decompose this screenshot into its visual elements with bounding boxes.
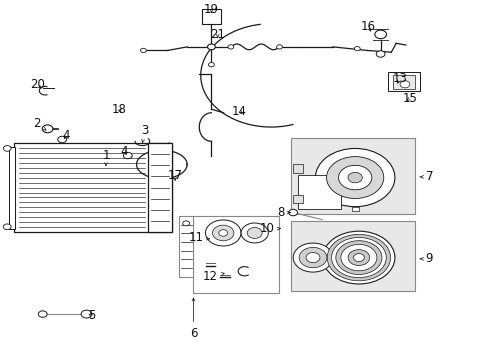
Circle shape bbox=[227, 45, 233, 49]
Bar bbox=[292, 164, 302, 173]
Bar bbox=[290, 138, 414, 214]
Circle shape bbox=[81, 310, 92, 318]
Circle shape bbox=[218, 230, 227, 236]
Circle shape bbox=[347, 172, 362, 183]
Circle shape bbox=[322, 231, 394, 284]
Text: 21: 21 bbox=[210, 28, 225, 41]
Text: 11: 11 bbox=[188, 231, 209, 244]
Bar bbox=[387, 72, 419, 91]
Text: 18: 18 bbox=[112, 103, 127, 116]
Bar bbox=[179, 216, 193, 277]
Text: 8: 8 bbox=[277, 206, 290, 219]
Bar bbox=[193, 216, 278, 293]
Bar bbox=[290, 221, 414, 291]
Circle shape bbox=[347, 249, 369, 265]
Bar bbox=[201, 9, 221, 24]
Circle shape bbox=[247, 228, 262, 238]
Circle shape bbox=[326, 157, 383, 198]
Circle shape bbox=[205, 220, 241, 246]
Bar bbox=[14, 143, 171, 232]
Text: 6: 6 bbox=[189, 298, 197, 340]
Bar bbox=[392, 75, 414, 89]
Bar bbox=[297, 175, 341, 209]
Circle shape bbox=[338, 165, 371, 190]
Bar bbox=[9, 147, 15, 229]
Circle shape bbox=[326, 234, 390, 281]
Circle shape bbox=[3, 224, 11, 230]
Circle shape bbox=[42, 125, 53, 133]
Bar bbox=[351, 207, 358, 211]
Circle shape bbox=[331, 238, 386, 278]
Text: 3: 3 bbox=[141, 124, 148, 143]
Bar bbox=[148, 143, 171, 232]
Text: 13: 13 bbox=[392, 72, 407, 85]
Circle shape bbox=[276, 45, 282, 49]
Text: 7: 7 bbox=[419, 170, 432, 183]
Text: 12: 12 bbox=[203, 270, 224, 283]
Text: 9: 9 bbox=[419, 252, 432, 265]
Circle shape bbox=[305, 252, 319, 263]
Text: 5: 5 bbox=[87, 309, 95, 322]
Text: 19: 19 bbox=[203, 3, 219, 16]
Circle shape bbox=[374, 30, 386, 39]
Circle shape bbox=[353, 253, 364, 261]
Circle shape bbox=[241, 223, 268, 243]
Text: 4: 4 bbox=[62, 130, 70, 143]
Circle shape bbox=[288, 209, 297, 216]
Text: 2: 2 bbox=[33, 117, 46, 130]
Circle shape bbox=[123, 152, 132, 159]
Circle shape bbox=[140, 48, 146, 53]
Text: 20: 20 bbox=[30, 78, 45, 91]
Bar bbox=[292, 195, 302, 203]
Circle shape bbox=[354, 46, 360, 51]
Circle shape bbox=[299, 247, 326, 268]
Circle shape bbox=[183, 221, 189, 226]
Text: 17: 17 bbox=[167, 168, 182, 182]
Text: 1: 1 bbox=[102, 149, 109, 165]
Circle shape bbox=[315, 148, 394, 207]
Circle shape bbox=[340, 244, 376, 271]
Text: 4: 4 bbox=[121, 145, 128, 158]
Circle shape bbox=[212, 225, 233, 241]
Circle shape bbox=[293, 243, 332, 272]
Text: 16: 16 bbox=[360, 20, 375, 33]
Circle shape bbox=[207, 44, 215, 50]
Text: 10: 10 bbox=[259, 222, 280, 235]
Circle shape bbox=[38, 311, 47, 317]
Circle shape bbox=[399, 81, 409, 88]
Circle shape bbox=[3, 145, 11, 151]
Circle shape bbox=[208, 63, 214, 67]
Circle shape bbox=[335, 241, 381, 274]
Circle shape bbox=[375, 51, 384, 57]
Text: 14: 14 bbox=[232, 104, 246, 117]
Circle shape bbox=[58, 136, 66, 143]
Text: 15: 15 bbox=[402, 92, 416, 105]
